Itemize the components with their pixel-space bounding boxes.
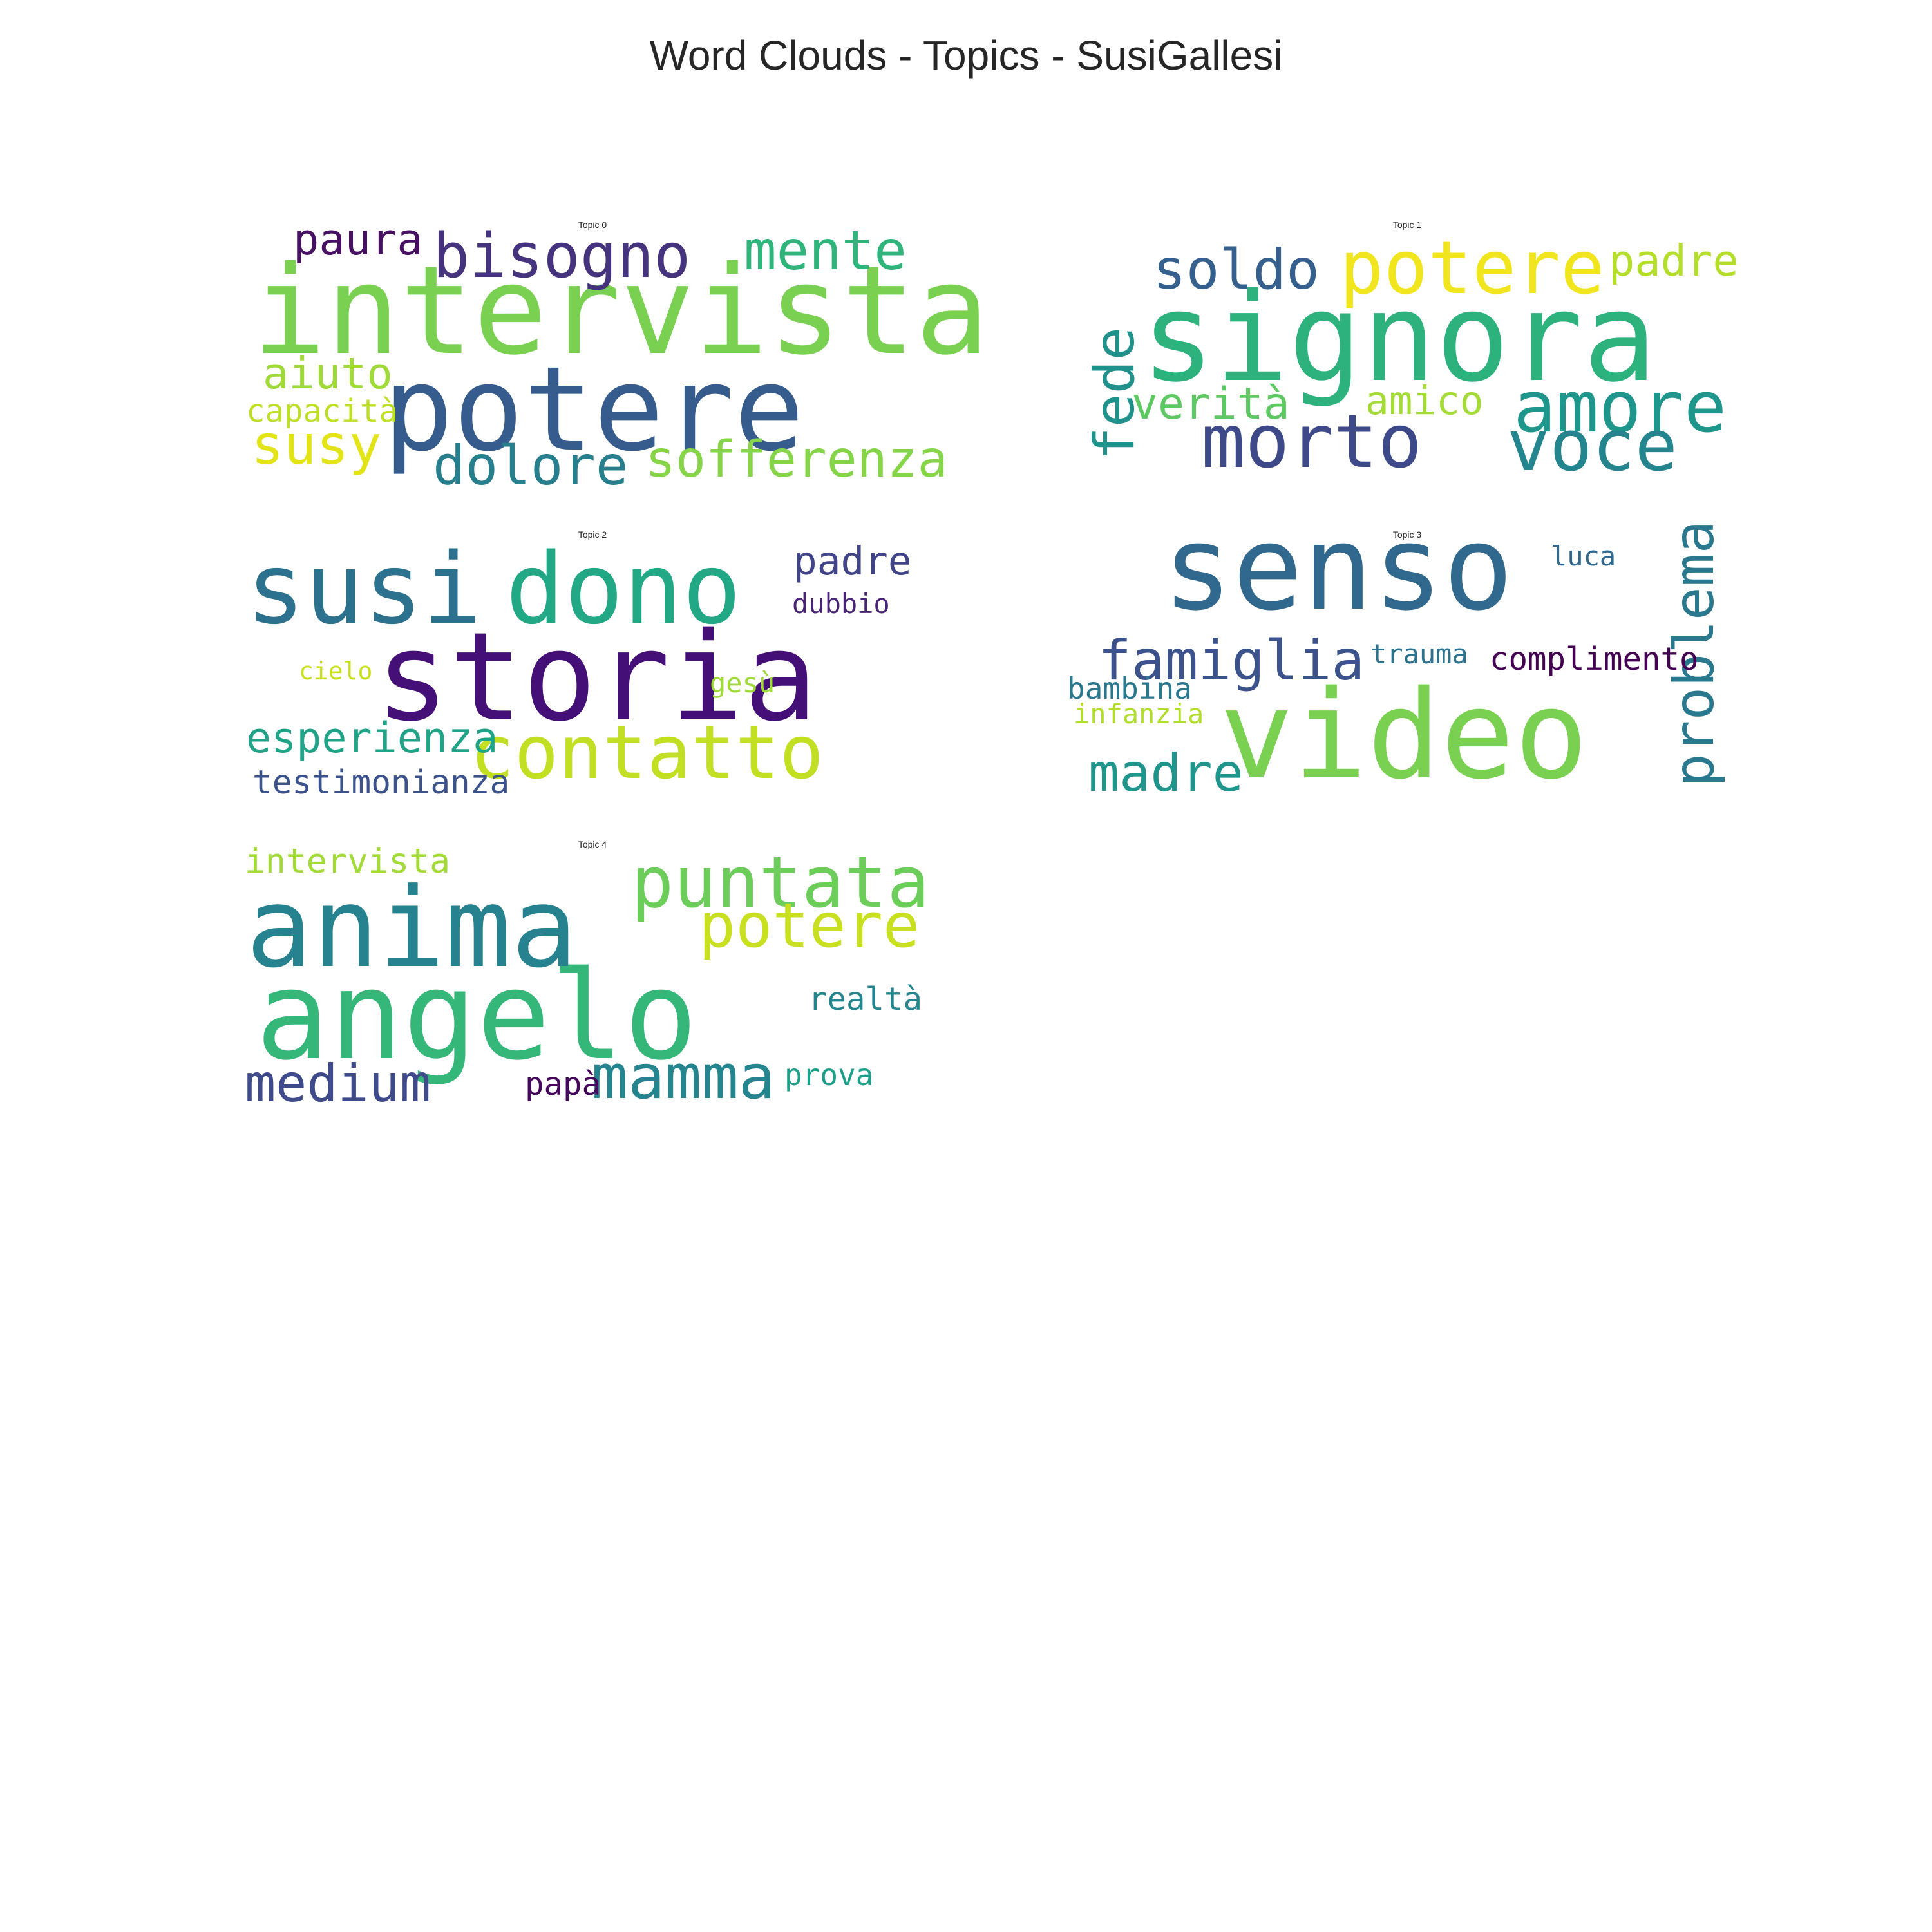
topic-2-word-padre: padre (793, 538, 912, 584)
topic-3-word-complimento: complimento (1490, 641, 1699, 677)
topic-3-word-infanzia: infanzia (1074, 698, 1204, 730)
topic-3-word-video: video (1220, 664, 1588, 806)
topic-3-word-luca: luca (1551, 540, 1616, 572)
topic-2-title: Topic 2 (578, 529, 607, 540)
topic-0-word-mente: mente (744, 219, 907, 282)
topic-2-word-gesù: gesù (710, 667, 775, 699)
topic-1-word-fede: fede (1083, 327, 1147, 460)
topic-2-word-susi: susi (246, 532, 482, 646)
topic-4-word-prova: prova (784, 1057, 873, 1092)
topic-0-word-paura: paura (293, 214, 423, 265)
topic-1-word-morto: morto (1201, 399, 1422, 484)
topic-2-word-contatto: contatto (470, 710, 824, 795)
topic-3-word-trauma: trauma (1370, 638, 1468, 670)
topic-0-word-potere: potere (383, 341, 804, 477)
topic-1-word-potere: potere (1340, 225, 1605, 310)
topic-0-title: Topic 0 (578, 220, 607, 230)
topic-1-word-amore: amore (1513, 366, 1727, 448)
topic-1-word-soldo: soldo (1153, 238, 1320, 302)
topic-1-word-voce: voce (1507, 404, 1678, 487)
topic-4-word-medium: medium (245, 1054, 431, 1113)
topic-3-word-madre: madre (1088, 743, 1244, 803)
topic-2-word-dubbio: dubbio (792, 588, 890, 620)
topic-4-word-puntata: puntata (631, 841, 930, 923)
topic-3-word-senso: senso (1162, 500, 1513, 636)
topic-4-word-anima: anima (246, 864, 578, 992)
figure-title: Word Clouds - Topics - SusiGallesi (650, 32, 1283, 79)
topic-0-word-dolore: dolore (433, 434, 628, 497)
topic-3-title: Topic 3 (1393, 529, 1422, 540)
topic-2-word-storia: storia (375, 606, 817, 748)
topic-4-word-potere: potere (699, 891, 920, 961)
topic-2-word-dono: dono (506, 532, 741, 646)
topic-1-word-padre: padre (1609, 236, 1739, 286)
topic-3-word-bambina: bambina (1067, 671, 1192, 706)
topic-1-word-verità: verità (1132, 379, 1290, 430)
topic-1-word-amico: amico (1365, 378, 1484, 424)
topic-4-word-mamma: mamma (591, 1042, 775, 1113)
topic-2-word-esperienza: esperienza (246, 714, 498, 762)
topic-0-word-susy: susy (251, 413, 381, 477)
topic-4-word-realtà: realtà (808, 981, 922, 1018)
topic-1-word-signora: signora (1141, 267, 1657, 409)
topic-1-title: Topic 1 (1393, 220, 1422, 230)
topic-4-word-intervista: intervista (245, 842, 450, 881)
topic-0-word-bisogno: bisogno (433, 221, 690, 292)
topic-4-word-angelo: angelo (256, 945, 697, 1087)
topic-0-word-sofferenza: sofferenza (645, 431, 948, 489)
topic-3-word-famiglia: famiglia (1098, 629, 1365, 693)
topic-2-word-testimonianza: testimonianza (252, 764, 509, 802)
topic-4-word-papà: papà (525, 1066, 601, 1103)
topic-0-word-intervista: intervista (252, 240, 989, 382)
topic-0-word-aiuto: aiuto (263, 348, 393, 399)
topic-3-word-problema: problema (1662, 520, 1727, 787)
topic-0-word-capacità: capacità (246, 393, 398, 430)
topic-3-panel: Topic 3 video senso luca problema famiglia tra… (1067, 500, 1727, 806)
topic-4-title: Topic 4 (578, 839, 607, 849)
topic-2-word-cielo: cielo (299, 657, 372, 685)
